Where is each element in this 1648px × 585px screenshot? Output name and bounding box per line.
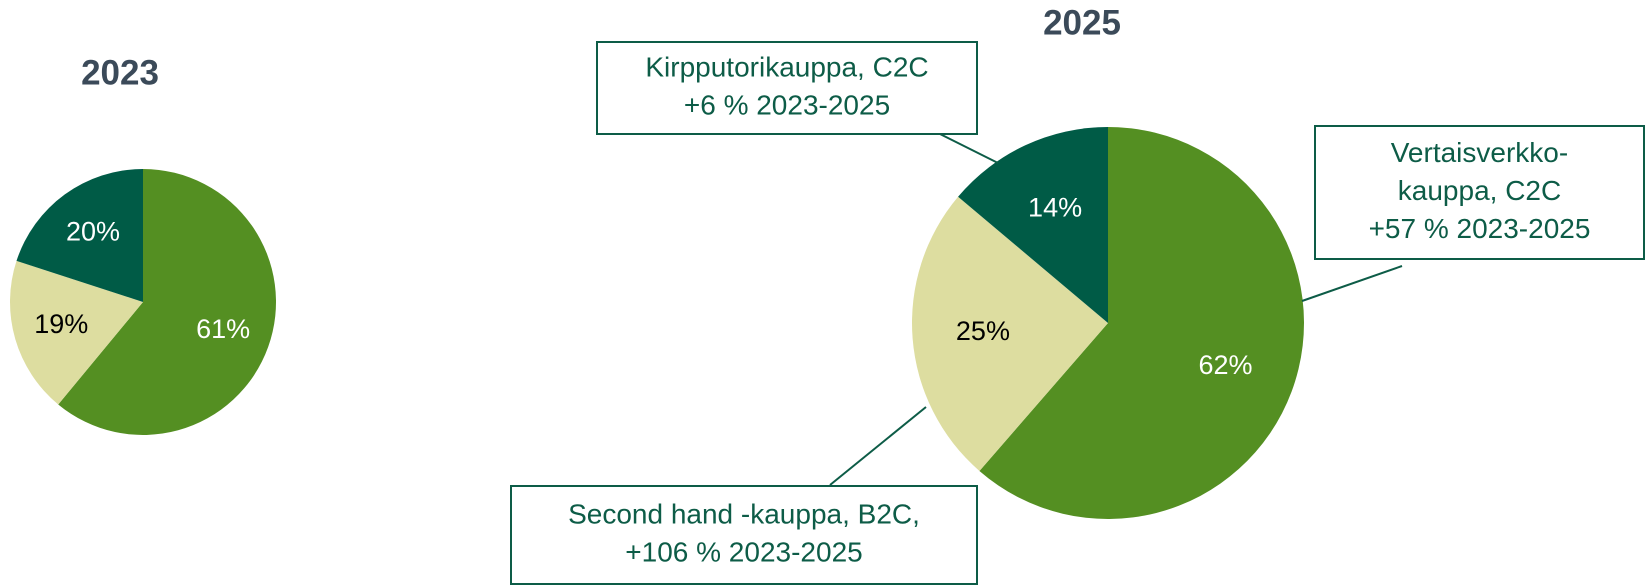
slice-label: 19% [34, 309, 88, 339]
annotation-box [510, 485, 978, 585]
chart-title: 2025 [1043, 3, 1121, 42]
leader-line [939, 133, 999, 164]
pie-slice [958, 127, 1108, 323]
pie-slice [16, 169, 143, 302]
annotation-text: Vertaisverkko- [1391, 137, 1568, 168]
slice-label: 20% [66, 216, 120, 246]
annotation-text: +57 % 2023-2025 [1369, 213, 1591, 244]
annotation-box [596, 41, 978, 135]
annotation-text: kauppa, C2C [1398, 175, 1561, 206]
annotation-text: Kirpputorikauppa, C2C [645, 51, 928, 82]
pie-slice [912, 196, 1108, 471]
annotation-text: +106 % 2023-2025 [625, 536, 862, 567]
pie-slice [58, 169, 276, 435]
slice-label: 25% [956, 316, 1010, 346]
slice-label: 61% [196, 314, 250, 344]
leader-line [1301, 265, 1403, 302]
annotation-text: +6 % 2023-2025 [684, 89, 890, 120]
leader-line [829, 406, 927, 486]
slice-label: 14% [1028, 192, 1082, 222]
annotation-text: Second hand -kauppa, B2C, [568, 498, 920, 529]
pie-slice [979, 127, 1305, 519]
slice-label: 62% [1198, 350, 1252, 380]
pie-slice [9, 260, 143, 405]
chart-title: 2023 [81, 53, 159, 92]
annotation-box [1314, 125, 1645, 260]
